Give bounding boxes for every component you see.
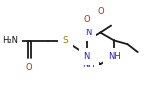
Text: O: O [26, 63, 33, 72]
Text: O: O [97, 7, 104, 16]
Text: H₂N: H₂N [2, 36, 18, 45]
Text: N: N [83, 52, 90, 61]
Text: NH: NH [108, 52, 120, 61]
Text: S: S [63, 36, 68, 45]
Text: O: O [83, 16, 90, 24]
Text: N: N [85, 28, 91, 37]
Text: NH: NH [82, 60, 94, 69]
